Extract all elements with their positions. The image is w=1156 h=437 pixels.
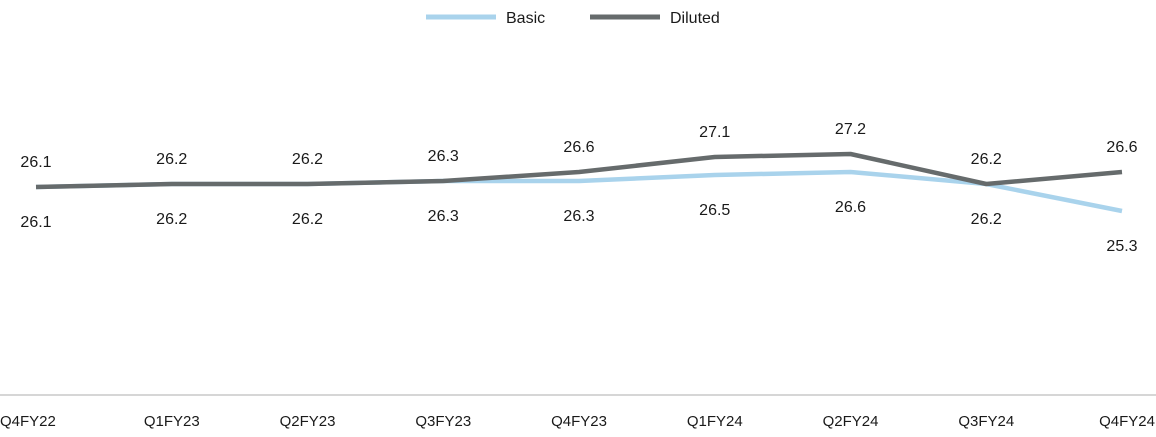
data-label-basic: 26.6 [835,199,866,216]
x-tick-label: Q1FY23 [144,413,200,430]
data-labels: 26.1 26.1 26.2 26.2 26.2 26.2 26.3 26.3 26.6 26.3… [20,121,1137,255]
data-label-diluted: 26.2 [156,151,187,168]
x-tick-label: Q4FY24 [1099,413,1155,430]
data-label-basic: 26.2 [292,211,323,228]
data-label-diluted: 26.3 [428,148,459,165]
x-tick-label: Q3FY24 [958,413,1014,430]
data-label-basic: 26.2 [156,211,187,228]
data-label-basic: 26.5 [699,202,730,219]
data-label-diluted: 26.2 [971,151,1002,168]
data-label-diluted: 27.2 [835,121,866,138]
data-label-diluted: 26.1 [20,154,51,171]
series-line-diluted [35,151,1123,190]
data-label-basic: 26.1 [20,214,51,231]
data-label-diluted: 26.6 [1106,139,1137,156]
legend-label-basic: Basic [506,10,545,27]
x-tick-label: Q4FY23 [551,413,607,430]
legend: Basic Diluted [426,10,720,27]
x-tick-label: Q1FY24 [687,413,743,430]
data-label-diluted: 27.1 [699,124,730,141]
legend-label-diluted: Diluted [670,10,720,27]
x-tick-label: Q2FY24 [823,413,879,430]
x-tick-label: Q3FY23 [415,413,471,430]
series-lines [35,151,1123,214]
data-label-basic: 25.3 [1106,238,1137,255]
x-tick-labels: Q4FY22 Q1FY23 Q2FY23 Q3FY23 Q4FY23 Q1FY24 Q2FY… [0,413,1155,430]
data-label-diluted: 26.6 [563,139,594,156]
data-label-basic: 26.2 [971,211,1002,228]
x-tick-label: Q4FY22 [0,413,56,430]
x-tick-label: Q2FY23 [280,413,336,430]
data-label-basic: 26.3 [428,208,459,225]
data-label-basic: 26.3 [563,208,594,225]
data-label-diluted: 26.2 [292,151,323,168]
